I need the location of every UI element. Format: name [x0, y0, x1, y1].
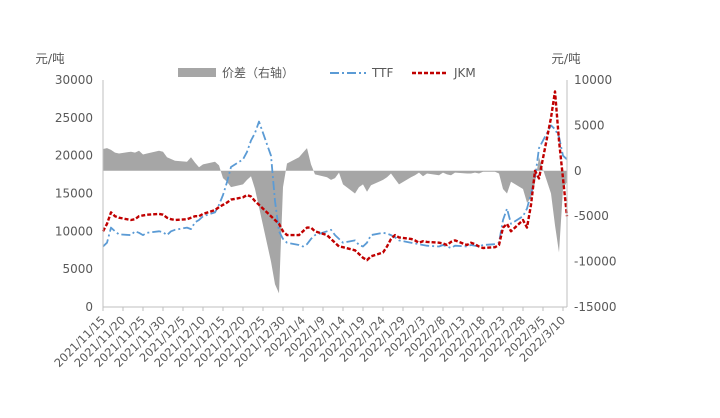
right-axis-tick-label: 0 — [574, 164, 582, 178]
series-line-ttf — [102, 120, 568, 249]
right-axis-tick-label: 10000 — [574, 73, 612, 87]
left-axis-tick-label: 15000 — [55, 187, 93, 201]
axes-group — [102, 80, 568, 308]
left-axis-tick-label: 25000 — [55, 111, 93, 125]
left-axis-tick-label: 30000 — [55, 73, 93, 87]
right-axis-tick-label: 5000 — [574, 118, 605, 132]
spread-area-group — [103, 148, 567, 294]
left-axis-ticks: 0 5000 10000 15000 20000 25000 30000 — [55, 73, 93, 314]
series-lines-group — [101, 90, 569, 262]
left-axis-tick-label: 20000 — [55, 149, 93, 163]
legend-label-spread: 价差（右轴） — [222, 65, 294, 80]
left-axis-tick-label: 5000 — [62, 262, 93, 276]
x-axis-ticks: 2021/11/152021/11/202021/11/252021/11/30… — [51, 307, 568, 370]
right-axis-unit: 元/吨 — [551, 51, 581, 66]
right-axis-ticks: -15000 -10000 -5000 0 5000 10000 — [574, 73, 617, 314]
legend-swatch-spread — [178, 68, 216, 77]
legend: 价差（右轴） TTF JKM — [178, 65, 476, 80]
left-axis-tick-label: 0 — [85, 300, 93, 314]
legend-label-ttf: TTF — [371, 66, 393, 80]
left-axis-unit: 元/吨 — [35, 51, 65, 66]
right-axis-tick-label: -5000 — [574, 209, 609, 223]
series-line-jkm — [101, 90, 569, 262]
spread-area — [103, 148, 567, 294]
legend-label-jkm: JKM — [453, 66, 476, 80]
left-axis-tick-label: 10000 — [55, 224, 93, 238]
right-axis-tick-label: -10000 — [574, 255, 617, 269]
right-axis-tick-label: -15000 — [574, 300, 617, 314]
